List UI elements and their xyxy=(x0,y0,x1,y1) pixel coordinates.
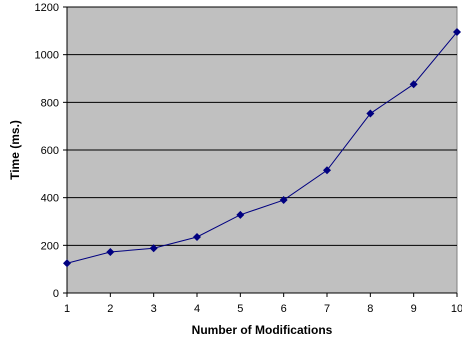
y-axis-ticks: 0 200 400 600 800 1000 1200 xyxy=(35,2,67,300)
x-tick-label: 10 xyxy=(451,303,462,315)
y-tick-label: 200 xyxy=(41,240,59,252)
data-point xyxy=(149,244,158,253)
x-axis-label: Number of Modifications xyxy=(192,323,333,337)
x-tick-label: 5 xyxy=(237,303,243,315)
series-line xyxy=(66,31,458,264)
data-point xyxy=(236,210,245,219)
y-tick-label: 1000 xyxy=(35,50,59,62)
y-tick-label: 800 xyxy=(41,97,59,109)
data-point xyxy=(453,28,461,37)
data-point xyxy=(193,232,201,241)
y-tick-label: 400 xyxy=(41,193,59,205)
y-tick-label: 1200 xyxy=(35,2,59,14)
gridlines xyxy=(67,6,457,246)
x-tick-label: 1 xyxy=(64,303,70,315)
data-point xyxy=(366,109,375,118)
x-tick-label: 9 xyxy=(411,303,417,315)
y-tick-label: 0 xyxy=(53,288,59,300)
data-point xyxy=(279,196,288,205)
y-tick-label: 600 xyxy=(41,145,59,157)
data-point xyxy=(63,259,71,268)
x-axis-ticks: 1 2 3 4 5 6 7 8 9 10 xyxy=(64,293,462,315)
x-tick-label: 3 xyxy=(151,303,157,315)
y-axis-label: Time (ms.) xyxy=(8,120,22,180)
x-tick-label: 6 xyxy=(281,303,287,315)
x-tick-label: 7 xyxy=(324,303,330,315)
series xyxy=(63,28,461,268)
data-point xyxy=(106,248,115,257)
x-tick-label: 4 xyxy=(194,303,200,315)
x-tick-label: 2 xyxy=(107,303,113,315)
data-point xyxy=(409,80,418,89)
data-point xyxy=(323,166,331,175)
x-tick-label: 8 xyxy=(367,303,373,315)
